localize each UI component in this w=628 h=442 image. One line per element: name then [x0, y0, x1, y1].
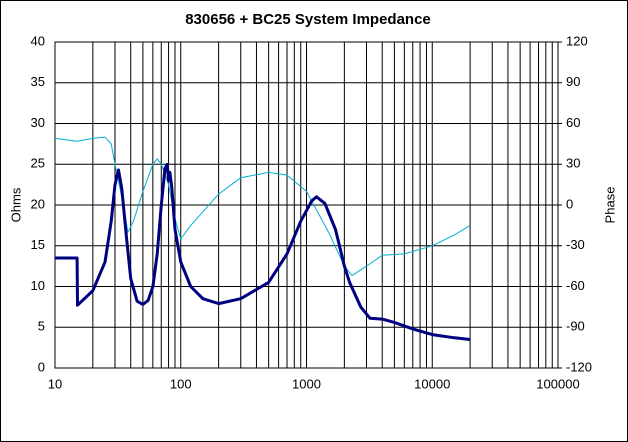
x-tick-label: 10	[48, 376, 62, 391]
x-tick-label: 100	[170, 376, 192, 391]
y2-tick-label: -90	[566, 319, 585, 334]
series-line	[55, 162, 471, 341]
series-line	[54, 136, 471, 277]
y2-tick-label: -30	[566, 237, 585, 252]
y2-tick-label: 0	[566, 196, 573, 211]
x-tick-label: 100000	[536, 376, 579, 391]
chart-title: 830656 + BC25 System Impedance	[185, 11, 431, 28]
y2-tick-label: -60	[566, 278, 585, 293]
plot-frame	[54, 41, 559, 369]
y-tick-label: 15	[31, 237, 45, 252]
y-tick-label: 0	[38, 359, 45, 374]
x-tick-label: 1000	[292, 376, 321, 391]
y2-axis-label: Phase	[602, 187, 617, 224]
y-tick-label: 35	[31, 74, 45, 89]
y-tick-label: 30	[31, 115, 45, 130]
y2-tick-label: -120	[566, 359, 592, 374]
y-tick-label: 40	[31, 33, 45, 48]
y-tick-label: 25	[31, 156, 45, 171]
y-axis-label: Ohms	[8, 187, 23, 222]
y-tick-label: 5	[38, 319, 45, 334]
y2-tick-label: 90	[566, 74, 580, 89]
y-tick-label: 10	[31, 278, 45, 293]
y-tick-label: 20	[31, 196, 45, 211]
y2-tick-label: 60	[566, 115, 580, 130]
x-tick-label: 10000	[414, 376, 450, 391]
y2-tick-label: 30	[566, 156, 580, 171]
y2-tick-label: 120	[566, 33, 588, 48]
